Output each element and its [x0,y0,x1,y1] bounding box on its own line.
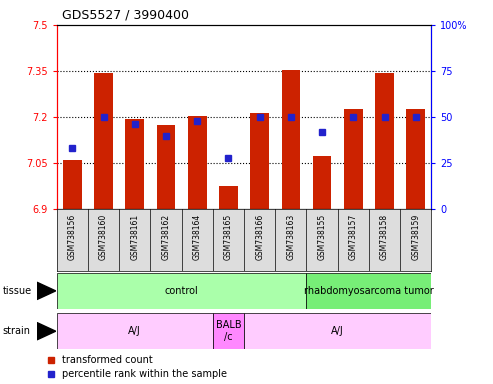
Bar [244,313,431,349]
Polygon shape [37,282,56,300]
Text: BALB
/c: BALB /c [215,320,241,342]
Text: GSM738164: GSM738164 [193,214,202,260]
Polygon shape [37,323,56,340]
Bar [57,313,213,349]
Text: strain: strain [2,326,31,336]
Bar [219,186,238,209]
Text: tissue: tissue [2,286,32,296]
Bar [406,109,425,209]
Text: A/J: A/J [331,326,344,336]
Bar [213,313,244,349]
Bar [344,109,363,209]
Bar [375,73,394,209]
Text: GSM738163: GSM738163 [286,214,295,260]
Text: GSM738160: GSM738160 [99,214,108,260]
Text: rhabdomyosarcoma tumor: rhabdomyosarcoma tumor [304,286,434,296]
Text: GSM738157: GSM738157 [349,214,358,260]
Text: GSM738159: GSM738159 [411,214,420,260]
Text: GSM738158: GSM738158 [380,214,389,260]
Bar [307,273,431,309]
Text: GDS5527 / 3990400: GDS5527 / 3990400 [62,8,189,21]
Text: GSM738161: GSM738161 [130,214,139,260]
Text: GSM738162: GSM738162 [162,214,171,260]
Text: control: control [165,286,199,296]
Text: GSM738165: GSM738165 [224,214,233,260]
Text: GSM738156: GSM738156 [68,214,77,260]
Text: percentile rank within the sample: percentile rank within the sample [62,369,227,379]
Bar [313,156,331,209]
Bar [250,113,269,209]
Bar [57,273,307,309]
Bar [157,125,176,209]
Bar [63,160,82,209]
Bar [125,119,144,209]
Text: transformed count: transformed count [62,355,153,365]
Bar [94,73,113,209]
Bar [188,116,207,209]
Bar [282,70,300,209]
Text: GSM738166: GSM738166 [255,214,264,260]
Text: GSM738155: GSM738155 [317,214,326,260]
Text: A/J: A/J [128,326,141,336]
